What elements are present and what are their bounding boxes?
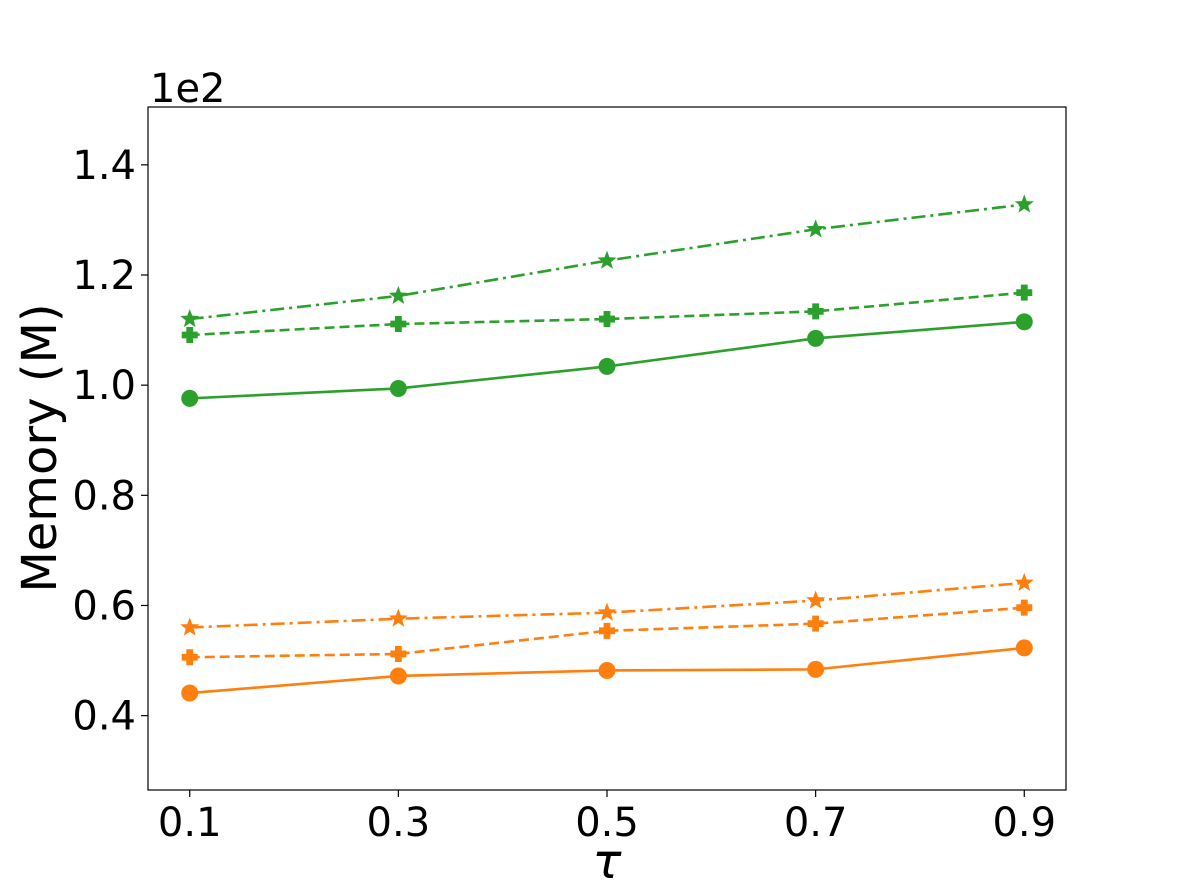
data-point-star: [1014, 572, 1034, 591]
y-tick-label: 0.4: [72, 694, 136, 740]
data-point-plus: [181, 649, 198, 666]
y-axis: 0.4 0.6 0.8 1.0 1.2 1.4: [72, 143, 148, 740]
y-tick-label: 0.8: [72, 473, 136, 519]
x-tick-label: 0.3: [367, 800, 431, 846]
series-0: [180, 194, 1034, 328]
data-point-plus: [807, 303, 824, 320]
data-point-star: [806, 590, 826, 609]
series-1: [181, 284, 1033, 344]
y-offset-label: 1e2: [150, 66, 226, 112]
y-tick-label: 1.0: [72, 363, 136, 409]
data-point-circle: [598, 357, 616, 375]
series-2: [181, 313, 1033, 407]
data-point-plus: [807, 615, 824, 632]
x-axis: 0.1 0.3 0.5 0.7 0.9: [158, 790, 1056, 846]
data-point-circle: [807, 660, 825, 678]
data-point-circle: [389, 667, 407, 685]
data-point-plus: [1016, 284, 1033, 301]
plot-area: [147, 106, 1067, 791]
data-point-star: [597, 250, 617, 269]
data-point-star: [180, 309, 200, 328]
data-point-star: [597, 602, 617, 621]
series-line: [189, 203, 1025, 321]
data-point-plus: [390, 645, 407, 662]
series-4: [181, 599, 1033, 666]
data-point-star: [388, 285, 408, 305]
data-point-plus: [599, 311, 615, 328]
y-tick-label: 1.4: [72, 143, 136, 189]
series-layer: [180, 194, 1034, 702]
data-point-plus: [390, 316, 407, 333]
x-tick-label: 0.5: [575, 800, 639, 846]
data-point-circle: [1015, 313, 1033, 331]
y-tick-label: 1.2: [72, 253, 136, 299]
x-tick-label: 0.7: [784, 800, 848, 846]
y-axis-label: Memory (M): [12, 303, 68, 592]
data-point-circle: [181, 684, 199, 702]
series-line: [189, 291, 1025, 337]
data-point-plus: [181, 327, 198, 344]
data-point-star: [1014, 194, 1034, 213]
series-3: [180, 572, 1034, 636]
data-point-circle: [1015, 639, 1033, 657]
data-point-star: [180, 617, 200, 636]
data-point-star: [806, 219, 826, 238]
data-point-circle: [598, 661, 616, 679]
x-axis-label: τ: [593, 834, 623, 888]
x-tick-label: 0.9: [992, 800, 1056, 846]
series-5: [181, 639, 1033, 702]
data-point-circle: [181, 389, 199, 407]
data-point-star: [388, 608, 408, 627]
data-point-plus: [599, 622, 615, 639]
data-point-circle: [807, 329, 825, 347]
data-point-circle: [389, 379, 407, 397]
data-point-plus: [1016, 599, 1033, 616]
x-tick-label: 0.1: [158, 800, 222, 846]
series-line: [189, 606, 1025, 659]
y-tick-label: 0.6: [72, 583, 136, 629]
